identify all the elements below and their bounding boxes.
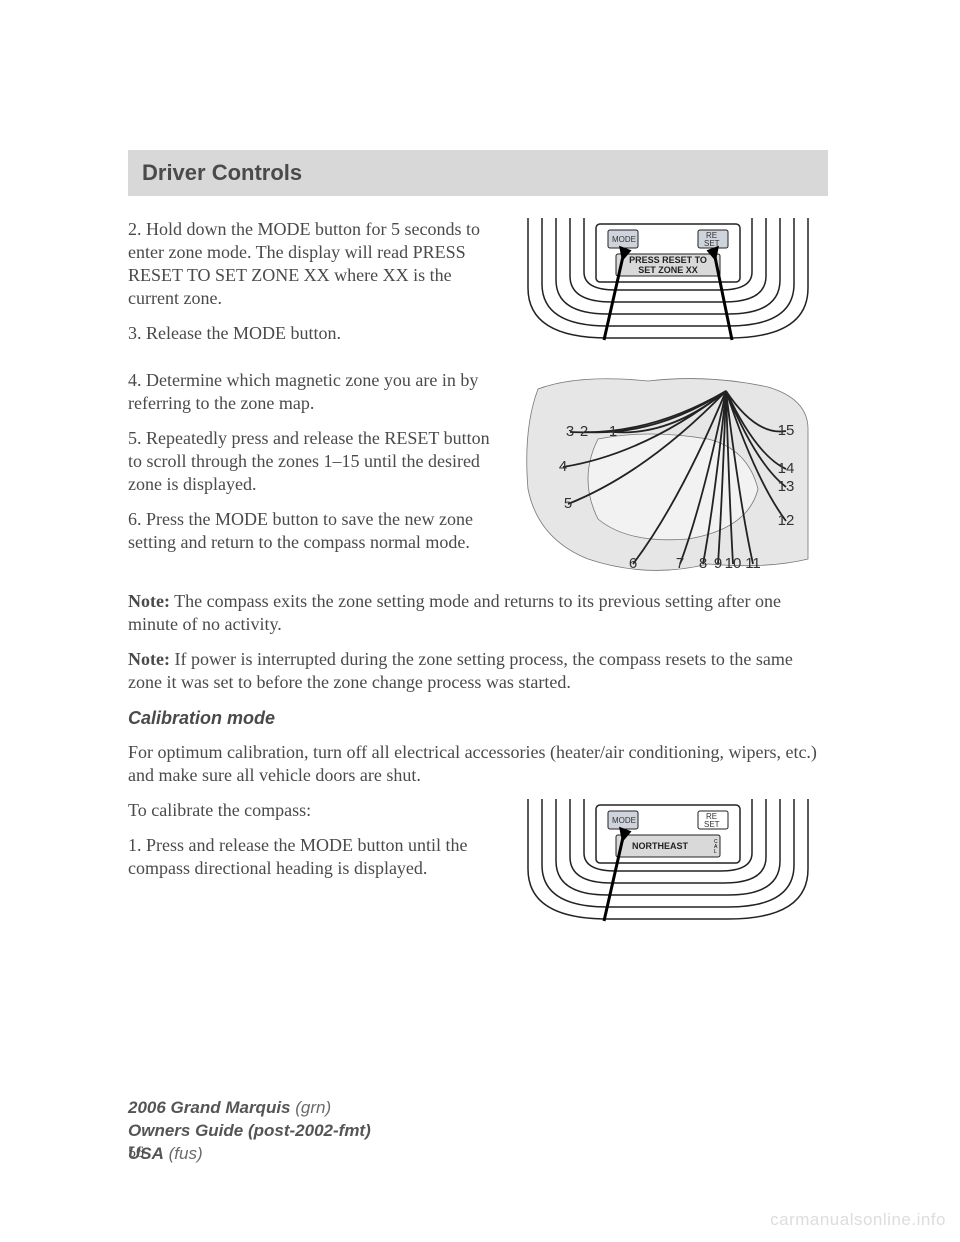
zone-label-11: 11: [745, 555, 761, 572]
figure-console-zone: MODE RE SET PRESS RESET TO SET ZONE XX: [508, 218, 828, 363]
lcd-cal-l: L: [714, 849, 717, 855]
calib-lead: To calibrate the compass:: [128, 799, 490, 822]
zone-label-1: 1: [609, 423, 617, 440]
zone-label-8: 8: [699, 555, 707, 572]
note-2: Note: If power is interrupted during the…: [128, 648, 828, 694]
zone-label-6: 6: [629, 555, 637, 572]
zone-label-2: 2: [580, 423, 588, 440]
step-4: 4. Determine which magnetic zone you are…: [128, 369, 490, 415]
footer-guide: Owners Guide (post-2002-fmt): [128, 1121, 371, 1140]
note-2-label: Note:: [128, 649, 170, 669]
zone-label-5: 5: [564, 495, 572, 512]
calib-step-1: 1. Press and release the MODE button unt…: [128, 834, 490, 880]
footer-model-code: (grn): [291, 1098, 332, 1117]
footer-model: 2006 Grand Marquis: [128, 1098, 291, 1117]
step-3: 3. Release the MODE button.: [128, 322, 490, 345]
note-2-text: If power is interrupted during the zone …: [128, 649, 793, 692]
note-1: Note: The compass exits the zone setting…: [128, 590, 828, 636]
calibration-subhead: Calibration mode: [128, 708, 828, 729]
lcd-line-1: PRESS RESET TO: [629, 255, 707, 265]
calib-intro: For optimum calibration, turn off all el…: [128, 741, 828, 787]
zone-label-15: 15: [778, 422, 795, 439]
figure-zone-map: 123456789101112131415: [508, 369, 828, 584]
step-5: 5. Repeatedly press and release the RESE…: [128, 427, 490, 496]
zone-label-3: 3: [566, 423, 574, 440]
zone-label-10: 10: [725, 555, 742, 572]
lcd-line-2: SET ZONE XX: [638, 265, 698, 275]
footer-block: 2006 Grand Marquis (grn) Owners Guide (p…: [128, 1097, 371, 1166]
note-1-label: Note:: [128, 591, 170, 611]
mode-button-label-2: MODE: [612, 816, 636, 825]
footer-region-code: (fus): [164, 1144, 203, 1163]
zone-label-4: 4: [559, 458, 567, 475]
step-6: 6. Press the MODE button to save the new…: [128, 508, 490, 554]
mode-button-label: MODE: [612, 235, 636, 244]
zone-label-12: 12: [778, 512, 795, 529]
section-header: Driver Controls: [128, 150, 828, 196]
figure-console-cal: MODE RE SET NORTHEAST C A L: [508, 799, 828, 944]
reset-button-label-bot-2: SET: [704, 820, 720, 829]
watermark: carmanualsonline.info: [770, 1210, 946, 1230]
step-2: 2. Hold down the MODE button for 5 secon…: [128, 218, 490, 310]
note-1-text: The compass exits the zone setting mode …: [128, 591, 781, 634]
zone-label-14: 14: [778, 460, 795, 477]
zone-label-13: 13: [778, 478, 795, 495]
footer-region: USA: [128, 1144, 164, 1163]
lcd-northeast: NORTHEAST: [632, 841, 689, 851]
zone-label-9: 9: [714, 555, 722, 572]
zone-label-7: 7: [676, 555, 684, 572]
